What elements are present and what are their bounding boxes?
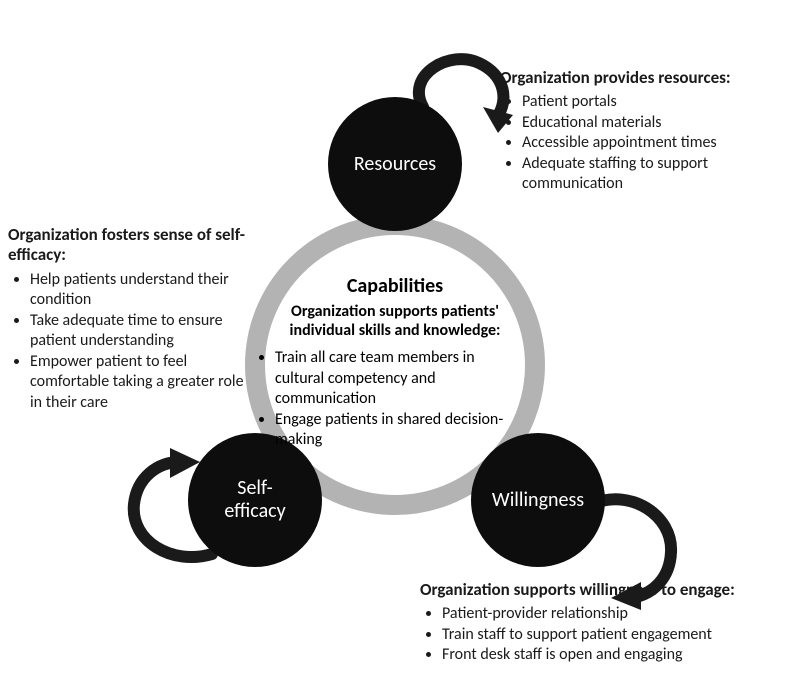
center-list: Train all care team members in cultural …: [275, 348, 515, 450]
list-item: Adequate staffing to support communicati…: [522, 154, 790, 195]
list-item: Take adequate time to ensure patient und…: [30, 311, 258, 352]
center-title: Capabilities: [260, 274, 530, 298]
list-item: Train all care team members in cultural …: [275, 348, 515, 409]
list-item: Front desk staff is open and engaging: [442, 645, 790, 665]
list-item: Educational materials: [522, 113, 790, 133]
block-list: Patient-provider relationship Train staf…: [420, 604, 790, 665]
node-resources-label: Resources: [354, 153, 436, 176]
block-header: Organization provides resources:: [500, 68, 790, 88]
block-resources: Organization provides resources: Patient…: [500, 68, 790, 195]
node-selfefficacy-label: Self- efficacy: [224, 477, 285, 523]
center-subtitle: Organization supports patients' individu…: [260, 302, 530, 340]
list-item: Accessible appointment times: [522, 133, 790, 153]
node-resources: Resources: [328, 97, 462, 231]
node-willingness: Willingness: [471, 433, 605, 567]
node-selfefficacy: Self- efficacy: [188, 433, 322, 567]
list-item: Train staff to support patient engagemen…: [442, 625, 790, 645]
block-willingness: Organization supports willingness to eng…: [420, 580, 790, 666]
block-header: Organization fosters sense of self-effic…: [8, 225, 258, 266]
block-selfefficacy: Organization fosters sense of self-effic…: [8, 225, 258, 413]
diagram-canvas: Resources Self- efficacy Willingness Cap…: [0, 0, 800, 689]
node-willingness-label: Willingness: [492, 489, 584, 512]
center-block: Capabilities Organization supports patie…: [260, 274, 530, 451]
list-item: Patient portals: [522, 92, 790, 112]
list-item: Patient-provider relationship: [442, 604, 790, 624]
list-item: Engage patients in shared decision-makin…: [275, 410, 515, 451]
list-item: Help patients understand their condition: [30, 270, 258, 311]
block-header: Organization supports willingness to eng…: [420, 580, 790, 600]
block-list: Patient portals Educational materials Ac…: [500, 92, 790, 194]
block-list: Help patients understand their condition…: [8, 270, 258, 413]
list-item: Empower patient to feel comfortable taki…: [30, 352, 258, 413]
